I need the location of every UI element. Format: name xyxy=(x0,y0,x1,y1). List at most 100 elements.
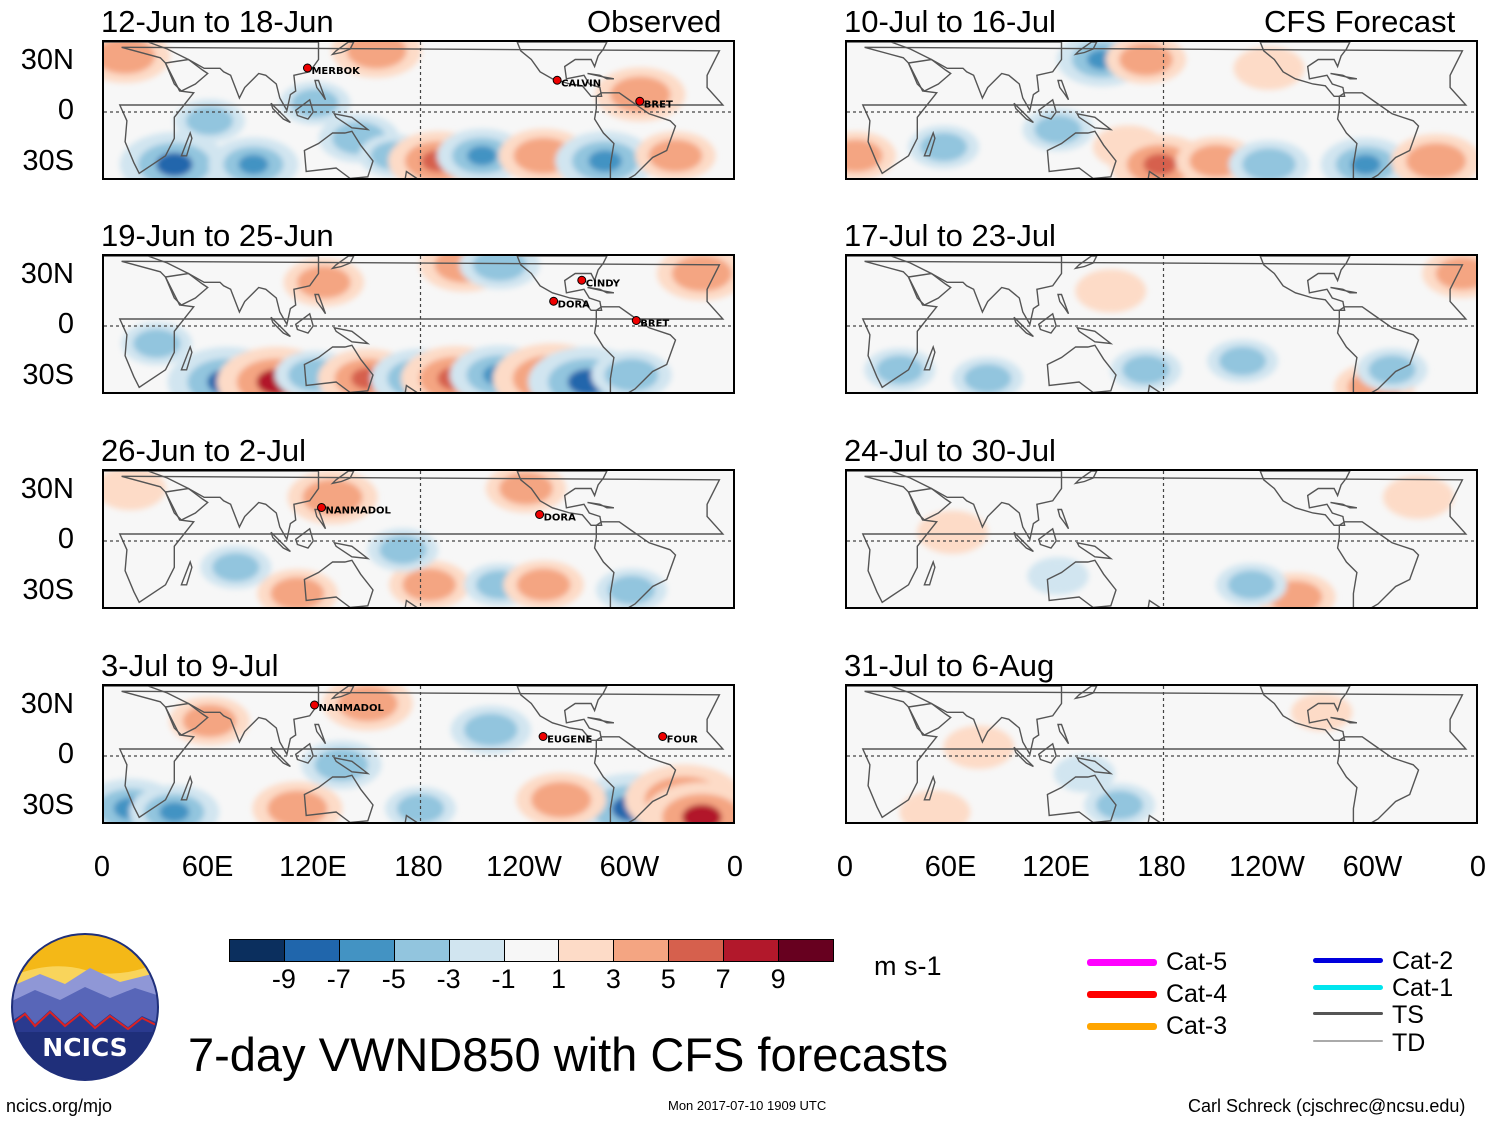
anomaly-core xyxy=(467,145,498,166)
coastline xyxy=(1076,326,1114,345)
coastline xyxy=(180,774,193,801)
anomaly-core xyxy=(682,804,722,822)
legend-line-cat-4 xyxy=(1087,991,1157,998)
lat-tick-label: 30N xyxy=(20,44,74,76)
anomaly-mid xyxy=(296,266,351,299)
lon-tick-label: 0 xyxy=(1469,851,1487,883)
panel-title-observed: 26-Jun to 2-Jul xyxy=(101,433,307,468)
coastline xyxy=(333,326,371,345)
lon-tick-label: 0 xyxy=(836,851,854,883)
anomaly-mid xyxy=(516,568,571,601)
coastline xyxy=(180,130,193,157)
coastline xyxy=(1046,344,1117,392)
anomaly-mid xyxy=(1394,482,1443,512)
anomaly-mid xyxy=(1095,790,1144,820)
legend-line-cat-1 xyxy=(1313,985,1383,990)
lon-tick-label: 180 xyxy=(1137,851,1186,883)
anomaly-mid xyxy=(379,535,427,565)
coastline xyxy=(1147,170,1161,178)
storm-symbol xyxy=(635,96,645,106)
colorbar-tick-label: -7 xyxy=(326,964,351,994)
colorbar-tick-label: -5 xyxy=(381,964,406,994)
colorbar-swatch xyxy=(613,939,670,962)
panel-title-forecast: 24-Jul to 30-Jul xyxy=(844,433,1056,468)
lat-tick-label: 0 xyxy=(57,738,74,770)
storm-symbol xyxy=(631,316,641,325)
coastline xyxy=(587,286,615,294)
storm-symbol xyxy=(658,732,668,741)
vwnd-map-panel: NANMADOL DORA xyxy=(102,469,735,609)
coastline xyxy=(847,471,1063,542)
colorbar-tick-label: 3 xyxy=(605,964,621,994)
coastline xyxy=(314,293,327,315)
storm-symbol xyxy=(549,296,559,306)
coastline xyxy=(1259,471,1351,526)
coastline xyxy=(1259,686,1351,741)
anomaly-mid xyxy=(464,713,518,746)
coastline xyxy=(1336,736,1420,822)
coastline xyxy=(1013,316,1034,338)
coastline xyxy=(587,72,615,80)
vwnd-map-panel xyxy=(845,254,1478,394)
coastline xyxy=(118,260,725,389)
coastline xyxy=(1076,112,1114,131)
anomaly-mid xyxy=(133,329,181,358)
lon-tick-label: 0 xyxy=(93,851,111,883)
coastline xyxy=(1073,686,1098,700)
anomaly-mid xyxy=(1122,355,1170,385)
coastline xyxy=(294,742,314,764)
anomaly-core xyxy=(361,42,392,61)
storm-label: CALVIN xyxy=(561,78,601,89)
anomaly-mid xyxy=(876,355,924,385)
lon-tick-label: 60E xyxy=(924,851,977,883)
coastline xyxy=(1013,746,1034,768)
coastline xyxy=(516,471,608,526)
footer-author: Carl Schreck (cjschrec@ncsu.edu) xyxy=(1188,1096,1466,1116)
coastline xyxy=(333,541,371,560)
anomaly-core xyxy=(317,487,348,508)
anomaly-mid xyxy=(911,797,959,822)
coastline xyxy=(303,559,374,607)
forecast-header: CFS Forecast xyxy=(1264,4,1456,39)
anomaly-core xyxy=(1421,151,1452,171)
storm-symbol xyxy=(577,275,587,285)
anomaly-mid xyxy=(1245,53,1293,83)
colorbar-swatch xyxy=(283,939,340,962)
coastline xyxy=(270,316,291,338)
panel-title-observed: 12-Jun to 18-Jun xyxy=(101,4,334,39)
coastline xyxy=(1057,508,1070,530)
colorbar-swatch xyxy=(229,939,285,962)
coastline xyxy=(118,46,725,175)
coastline xyxy=(404,814,418,822)
coastline xyxy=(1147,599,1161,607)
coastline xyxy=(587,501,615,509)
vwnd-map-panel: NANMADOL EUGENE FOUR xyxy=(102,684,735,824)
coastline xyxy=(847,686,1063,757)
coastline xyxy=(923,344,936,371)
anomaly-mid xyxy=(499,472,553,505)
coastline xyxy=(1037,312,1057,334)
lat-tick-label: 30S xyxy=(22,145,74,177)
coastline xyxy=(1330,716,1358,724)
coastline xyxy=(847,42,1063,113)
coastline xyxy=(404,170,418,178)
storm-symbol xyxy=(317,503,327,512)
coastline xyxy=(303,774,374,822)
anomaly-core xyxy=(546,789,577,810)
coastline xyxy=(861,690,1468,819)
coastline xyxy=(1330,72,1358,80)
logo-text: NCICS xyxy=(42,1033,127,1062)
anomaly-mid xyxy=(1119,43,1173,76)
colorbar-swatch xyxy=(668,939,725,962)
storm-label: DORA xyxy=(558,299,591,310)
lat-tick-label: 30N xyxy=(20,473,74,505)
anomaly-core xyxy=(625,84,656,105)
legend-label-cat-5: Cat-5 xyxy=(1166,948,1228,976)
lon-tick-label: 0 xyxy=(726,851,744,883)
vwnd-map-panel: CINDY DORA BRET xyxy=(102,254,735,394)
coastline xyxy=(330,42,355,56)
colorbar-swatch xyxy=(778,939,834,962)
colorbar-tick-label: -3 xyxy=(436,964,461,994)
anomaly-core xyxy=(1143,153,1177,176)
panel-title-forecast: 31-Jul to 6-Aug xyxy=(844,648,1055,683)
